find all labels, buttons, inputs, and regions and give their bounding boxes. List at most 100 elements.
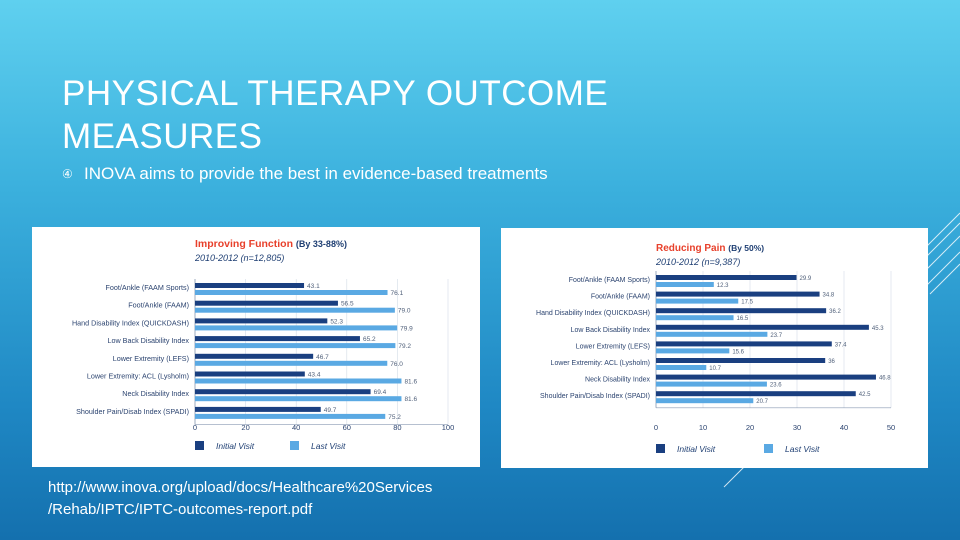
bar-value-label: 52.3 <box>330 318 343 325</box>
circled-number-icon: ④ <box>62 167 73 181</box>
category-label: Hand Disability Index (QUICKDASH) <box>536 310 650 317</box>
last-visit-bar <box>656 348 730 354</box>
last-visit-bar <box>656 282 714 287</box>
last-visit-bar <box>656 398 754 404</box>
bar-value-label: 69.4 <box>374 389 387 396</box>
source-link-line-1[interactable]: http://www.inova.org/upload/docs/Healthc… <box>48 479 433 496</box>
initial-visit-bar <box>656 291 820 297</box>
bar-value-label: 36 <box>828 359 835 365</box>
initial-visit-bar <box>195 406 321 412</box>
initial-visit-bar <box>195 389 371 395</box>
bar-value-label: 81.6 <box>404 396 417 403</box>
bar-value-label: 42.5 <box>859 392 871 398</box>
bar-value-label: 76.1 <box>391 290 404 297</box>
bar-value-label: 49.7 <box>324 407 337 414</box>
last-visit-bar <box>656 298 739 304</box>
last-visit-bar <box>656 365 707 370</box>
initial-visit-bar <box>656 341 832 347</box>
bullet-item: ④ INOVA aims to provide the best in evid… <box>62 164 548 184</box>
x-tick-label: 20 <box>241 423 249 432</box>
improving-function-chart: Improving Function (By 33-88%) 2010-2012 … <box>32 227 480 467</box>
bar-value-label: 36.2 <box>829 309 841 315</box>
slide-title-line-2: MEASURES <box>62 117 263 156</box>
legend-last-label: Last Visit <box>311 441 346 451</box>
category-label: Lower Extremity: ACL (Lysholm) <box>551 360 650 367</box>
initial-visit-bar <box>656 374 876 380</box>
source-link-line-2[interactable]: /Rehab/IPTC/IPTC-outcomes-report.pdf <box>48 501 313 518</box>
initial-visit-bar <box>195 283 305 288</box>
bar-value-label: 75.2 <box>388 414 401 421</box>
bar-value-label: 45.3 <box>872 326 884 332</box>
source-link[interactable]: http://www.inova.org/upload/docs/Healthc… <box>48 477 432 521</box>
last-visit-bar <box>195 307 395 313</box>
legend-last-label: Last Visit <box>785 444 820 454</box>
chart-title-main: Reducing Pain <box>656 243 728 254</box>
bar-value-label: 46.7 <box>316 354 329 361</box>
bar-value-label: 81.6 <box>404 379 417 386</box>
legend-last-swatch <box>290 441 299 450</box>
chart-subtitle: 2010-2012 (n=9,387) <box>655 257 740 267</box>
reducing-pain-chart: Reducing Pain (By 50%) 2010-2012 (n=9,387… <box>501 228 928 468</box>
bar-value-label: 12.3 <box>717 283 729 289</box>
x-tick-label: 40 <box>292 423 300 432</box>
bar-value-label: 79.2 <box>398 343 411 350</box>
x-tick-label: 100 <box>442 423 455 432</box>
category-label: Foot/Ankle (FAAM) <box>591 294 650 301</box>
bullet-text: INOVA aims to provide the best in eviden… <box>84 164 548 183</box>
reducing-pain-chart-svg: Reducing Pain (By 50%) 2010-2012 (n=9,387… <box>536 243 895 454</box>
x-tick-label: 0 <box>654 423 658 432</box>
x-tick-label: 80 <box>393 423 401 432</box>
bar-value-label: 20.7 <box>756 399 768 405</box>
bar-value-label: 15.6 <box>732 349 744 355</box>
initial-visit-bar <box>195 353 314 359</box>
bar-value-label: 17.5 <box>741 300 753 306</box>
category-label: Low Back Disability Index <box>571 327 651 334</box>
category-label: Neck Disability Index <box>122 389 189 398</box>
bar-value-label: 76.0 <box>390 361 403 368</box>
bar-value-label: 37.4 <box>835 342 847 348</box>
category-label: Lower Extremity: ACL (Lysholm) <box>87 372 189 381</box>
initial-visit-bar <box>195 300 338 306</box>
category-label: Neck Disability Index <box>585 377 650 384</box>
last-visit-bar <box>195 343 396 349</box>
last-visit-bar <box>656 331 768 337</box>
x-tick-label: 40 <box>840 423 848 432</box>
initial-visit-bar <box>195 371 305 377</box>
chart-title-suffix: (By 50%) <box>728 243 764 253</box>
legend-initial-swatch <box>656 444 665 453</box>
category-label: Shoulder Pain/Disab Index (SPADI) <box>76 407 189 416</box>
bar-value-label: 43.4 <box>308 372 321 379</box>
category-label: Foot/Ankle (FAAM) <box>128 301 189 310</box>
initial-visit-bar <box>656 275 797 280</box>
category-label: Foot/Ankle (FAAM Sports) <box>106 283 189 292</box>
category-label: Lower Extremity (LEFS) <box>113 354 189 363</box>
legend-initial-label: Initial Visit <box>677 444 716 454</box>
initial-visit-bar <box>656 308 827 314</box>
last-visit-bar <box>195 325 398 331</box>
last-visit-bar <box>195 360 388 366</box>
last-visit-bar <box>195 396 402 402</box>
last-visit-bar <box>195 378 402 384</box>
bar-value-label: 23.6 <box>770 383 782 389</box>
bar-value-label: 10.7 <box>709 366 721 372</box>
slide-title-line-1: PHYSICAL THERAPY OUTCOME <box>62 74 609 113</box>
chart-title: Reducing Pain (By 50%) <box>656 243 764 254</box>
last-visit-bar <box>195 290 388 295</box>
x-tick-label: 60 <box>343 423 351 432</box>
improving-function-chart-svg: Improving Function (By 33-88%) 2010-2012 … <box>72 238 455 451</box>
bar-value-label: 16.5 <box>737 316 749 322</box>
x-tick-label: 50 <box>887 423 895 432</box>
legend-last-swatch <box>764 444 773 453</box>
initial-visit-bar <box>195 318 328 324</box>
last-visit-bar <box>656 381 767 387</box>
bar-value-label: 79.9 <box>400 325 413 332</box>
bar-value-label: 43.1 <box>307 283 320 290</box>
legend-initial-swatch <box>195 441 204 450</box>
chart-title-suffix: (By 33-88%) <box>296 239 347 249</box>
chart-title: Improving Function (By 33-88%) <box>195 238 347 250</box>
category-label: Lower Extremity (LEFS) <box>576 343 650 350</box>
x-tick-label: 30 <box>793 423 801 432</box>
chart-title-main: Improving Function <box>195 238 296 250</box>
last-visit-bar <box>656 315 734 321</box>
